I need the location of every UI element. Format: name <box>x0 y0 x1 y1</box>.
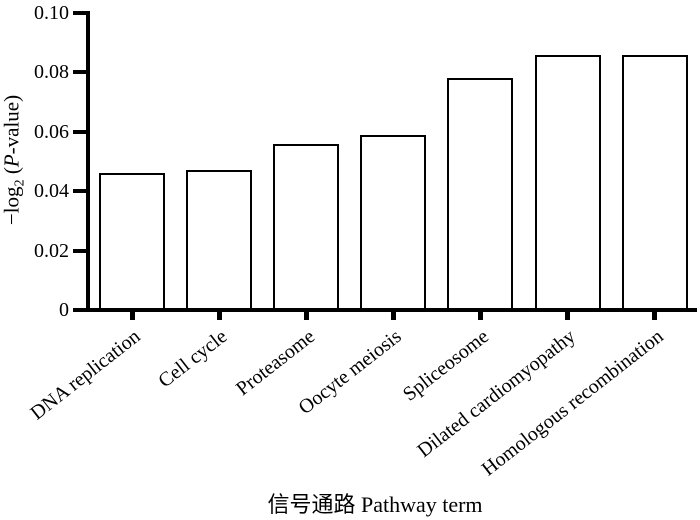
bar <box>99 173 165 310</box>
x-tick <box>304 312 309 320</box>
x-tick <box>565 312 570 320</box>
y-tick-label: 0 <box>59 299 69 321</box>
y-axis-title: −log2 (P-value) <box>0 95 29 225</box>
y-tick-label: 0.04 <box>34 180 69 203</box>
x-axis-line <box>73 308 697 312</box>
x-tick <box>217 312 222 320</box>
bar <box>186 170 252 310</box>
y-tick-label: 0.08 <box>34 61 69 84</box>
bar <box>273 144 339 310</box>
y-tick <box>73 129 86 134</box>
x-tick <box>478 312 483 320</box>
y-axis-title-pvalue-italic: P <box>0 154 24 168</box>
x-tick <box>130 312 135 320</box>
x-category-label: Dilated cardiomyopathy <box>413 325 580 463</box>
y-tick <box>73 189 86 194</box>
y-tick-label: 0.02 <box>34 239 69 262</box>
y-tick <box>73 11 86 15</box>
bar <box>360 135 426 310</box>
x-category-label: DNA replication <box>26 325 145 425</box>
bar <box>622 55 688 310</box>
y-tick <box>73 70 86 75</box>
y-tick-label: 0.10 <box>34 2 69 24</box>
y-tick-label: 0.06 <box>34 120 69 143</box>
bar <box>447 78 513 310</box>
x-category-label: Cell cycle <box>154 325 232 393</box>
x-tick <box>652 312 657 320</box>
y-axis-title-mid: ( <box>0 167 24 180</box>
y-axis-line <box>86 11 90 312</box>
x-category-label: Proteasome <box>231 325 319 401</box>
x-axis-title: 信号通路 Pathway term <box>267 492 483 517</box>
bar <box>535 55 601 310</box>
y-tick <box>73 248 86 253</box>
x-tick <box>391 312 396 320</box>
